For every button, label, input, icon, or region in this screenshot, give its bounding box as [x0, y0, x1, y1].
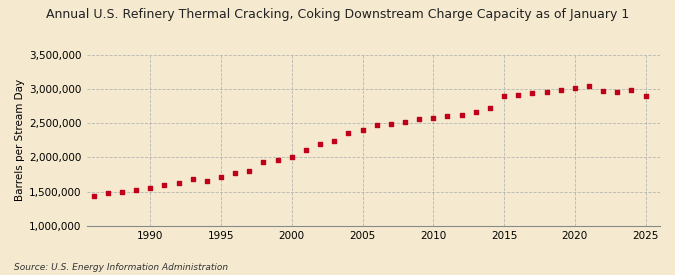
Point [612, 90, 622, 94]
Point [357, 128, 368, 132]
Point [215, 174, 226, 179]
Point [145, 185, 156, 190]
Point [541, 90, 552, 94]
Point [187, 177, 198, 182]
Point [201, 179, 212, 184]
Point [584, 84, 595, 89]
Point [272, 158, 283, 162]
Point [385, 122, 396, 126]
Point [442, 114, 453, 119]
Point [640, 94, 651, 98]
Point [428, 116, 439, 121]
Point [513, 93, 524, 97]
Point [485, 106, 495, 110]
Point [570, 86, 580, 90]
Point [556, 87, 566, 92]
Point [499, 94, 510, 98]
Point [626, 87, 637, 92]
Point [117, 189, 128, 194]
Point [400, 120, 410, 124]
Point [286, 155, 297, 160]
Point [244, 169, 254, 173]
Y-axis label: Barrels per Stream Day: Barrels per Stream Day [15, 79, 25, 201]
Point [300, 148, 311, 152]
Point [414, 117, 425, 121]
Point [131, 187, 142, 192]
Point [456, 113, 467, 117]
Point [258, 160, 269, 164]
Text: Source: U.S. Energy Information Administration: Source: U.S. Energy Information Administ… [14, 263, 227, 272]
Point [343, 131, 354, 135]
Point [527, 91, 538, 95]
Point [230, 171, 240, 175]
Point [159, 183, 170, 187]
Point [103, 191, 113, 195]
Point [88, 194, 99, 199]
Point [173, 181, 184, 185]
Point [371, 123, 382, 127]
Point [470, 110, 481, 114]
Text: Annual U.S. Refinery Thermal Cracking, Coking Downstream Charge Capacity as of J: Annual U.S. Refinery Thermal Cracking, C… [46, 8, 629, 21]
Point [315, 142, 325, 146]
Point [329, 139, 340, 143]
Point [598, 89, 609, 93]
